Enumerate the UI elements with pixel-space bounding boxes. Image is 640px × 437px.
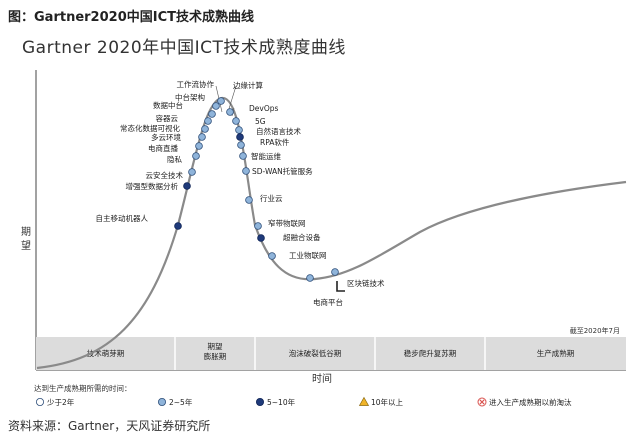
data-point [257,234,265,242]
point-label: 云安全技术 [146,170,184,180]
point-label: 5G [255,117,266,126]
data-point [242,167,250,175]
point-label: DevOps [249,104,278,113]
point-label: 工业物联网 [289,250,327,260]
legend-label: 10年以上 [371,397,404,407]
data-point [331,268,339,276]
date-note: 截至2020年7月 [570,326,620,335]
point-label: 边缘计算 [233,80,263,90]
data-point [212,102,220,110]
data-point [254,222,262,230]
data-point [195,142,203,150]
point-label: SD-WAN托管服务 [252,166,313,176]
point-label: 容器云 [156,113,179,123]
blockchain-pointer [336,281,345,292]
legend-title: 达到生产成熟期所需的时间： [34,383,132,393]
legend-label: 2~5年 [169,397,193,407]
phase-label: 期望膨胀期 [204,341,227,361]
phase-label: 稳步爬升复苏期 [404,348,457,358]
data-point [245,196,253,204]
legend-marker-cross [479,399,485,405]
point-label: 工作流协作 [177,79,215,89]
phase-label: 技术萌芽期 [87,348,125,358]
x-axis-label: 时间 [312,372,332,385]
data-point [188,168,196,176]
source-note: 资料来源：Gartner，天风证券研究所 [8,419,211,433]
point-label: RPA软件 [260,137,290,147]
data-point [174,222,182,230]
point-label: 常态化数据可视化 [120,123,180,133]
data-point [306,274,314,282]
legend-marker [157,397,166,406]
figure-caption: 图：Gartner2020中国ICT技术成熟曲线 [8,10,254,25]
y-axis-label: 期望 [19,226,31,254]
data-point [192,152,200,160]
point-label: 自然语言技术 [256,126,301,136]
hype-curve [36,96,627,370]
point-label: 电商平台 [313,297,343,307]
point-label: 窄带物联网 [268,218,306,228]
point-label: 智能运维 [251,151,281,161]
data-point [208,110,216,118]
data-point [232,117,240,125]
legend-label: 5~10年 [267,397,296,407]
legend-marker [255,397,264,406]
phase-band [36,337,626,370]
point-label: 自主移动机器人 [96,213,149,223]
point-label: 增强型数据分析 [126,181,179,191]
data-point [237,141,245,149]
phase-label: 生产成熟期 [537,348,575,358]
point-label: 超融合设备 [283,232,321,242]
data-point [201,125,209,133]
point-label: 中台架构 [175,92,205,102]
data-point [268,252,276,260]
point-label: 数据中台 [153,100,183,110]
legend-marker [358,396,370,406]
data-point [236,133,244,141]
phase-label: 泡沫破裂低谷期 [289,348,342,358]
point-label: 行业云 [260,193,283,203]
point-label: 多云环境 [151,132,181,142]
data-point [183,182,191,190]
leader-line [227,85,237,113]
legend-label: 少于2年 [47,397,75,407]
data-point [239,152,247,160]
legend-marker [36,397,45,406]
data-point [198,133,206,141]
data-point [204,117,212,125]
legend-label: 进入生产成熟期以前淘汰 [489,397,572,407]
data-point [235,126,243,134]
data-point [217,97,225,105]
chart-title: Gartner 2020年中国ICT技术成熟度曲线 [22,38,346,58]
point-label: 区块链技术 [347,278,385,288]
point-label: 电商直播 [148,143,178,153]
data-point [226,108,234,116]
point-label: 隐私 [167,154,182,164]
